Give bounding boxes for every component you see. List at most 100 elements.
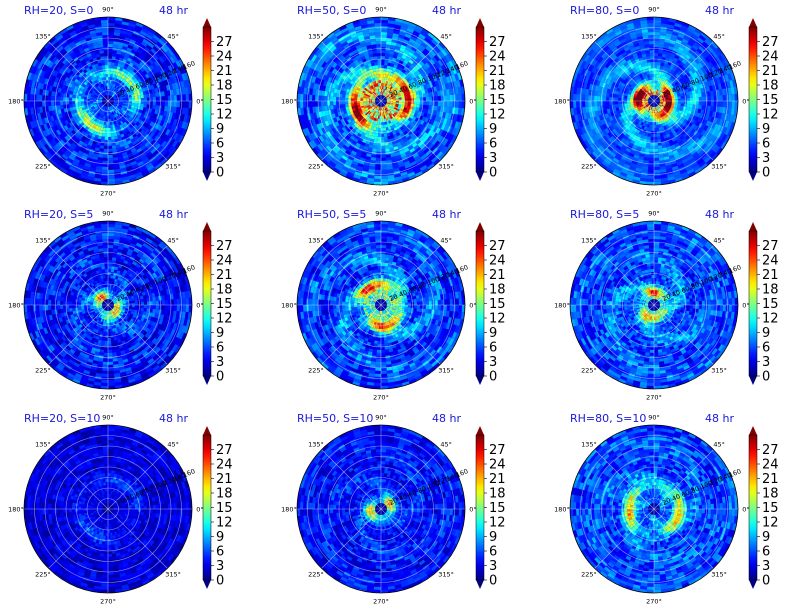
polar-cell	[106, 113, 108, 116]
polar-cell	[173, 132, 179, 140]
polar-cell	[140, 94, 144, 99]
polar-cell	[112, 74, 115, 78]
polar-cell	[662, 119, 666, 123]
polar-cell	[674, 87, 679, 91]
angle-tick-label: 135°	[308, 32, 324, 40]
polar-cell	[102, 102, 106, 104]
polar-cell	[61, 75, 67, 81]
polar-cell	[446, 95, 450, 101]
polar-cell	[643, 85, 647, 89]
polar-cell	[63, 151, 71, 158]
polar-cell	[659, 87, 662, 91]
polar-cell	[93, 103, 97, 105]
polar-cell	[102, 118, 105, 122]
polar-cell	[396, 108, 400, 112]
polar-cell	[60, 101, 64, 106]
polar-cell	[664, 83, 668, 88]
polar-cell	[73, 88, 77, 93]
polar-cell	[86, 40, 93, 45]
polar-cell	[113, 65, 118, 70]
polar-cell	[112, 44, 118, 48]
polar-cell	[386, 101, 390, 103]
polar-cell	[71, 84, 76, 89]
polar-cell	[24, 101, 28, 109]
polar-cell	[325, 81, 331, 87]
polar-cell	[388, 72, 392, 76]
polar-cell	[408, 137, 414, 143]
polar-cell	[150, 147, 157, 154]
polar-cell	[310, 62, 316, 70]
polar-cell	[645, 88, 648, 92]
polar-cell	[109, 106, 112, 110]
polar-cell	[360, 104, 364, 107]
polar-cell	[113, 120, 117, 125]
polar-cell	[381, 32, 387, 36]
polar-cell	[121, 173, 129, 178]
polar-cell	[361, 65, 366, 70]
polar-cell	[109, 115, 112, 119]
polar-cell	[366, 84, 370, 89]
polar-cell	[386, 102, 390, 104]
polar-cell	[159, 132, 166, 139]
polar-cell	[376, 102, 379, 105]
polar-cell	[29, 121, 35, 129]
colorbar-tick-label: 18	[216, 79, 233, 94]
polar-cell	[135, 121, 140, 127]
polar-cell	[656, 101, 660, 103]
polar-cell	[121, 119, 126, 124]
polar-cell	[398, 165, 406, 171]
polar-cell	[364, 159, 371, 163]
polar-cell	[152, 54, 159, 61]
polar-cell	[394, 78, 399, 83]
polar-cell	[412, 120, 418, 126]
polar-cell	[394, 93, 398, 96]
polar-cell	[384, 80, 387, 84]
polar-cell	[659, 103, 663, 105]
polar-cell	[313, 70, 319, 78]
polar-cell	[334, 132, 340, 138]
polar-cell	[113, 114, 116, 118]
polar-cell	[403, 160, 411, 166]
polar-cell	[415, 90, 420, 95]
polar-cell	[353, 86, 358, 90]
polar-cell	[108, 104, 109, 107]
polar-cell	[114, 114, 117, 118]
polar-cell	[348, 137, 354, 143]
polar-cell	[137, 112, 142, 117]
polar-cell	[88, 92, 92, 95]
polar-cell	[92, 117, 96, 121]
polar-cell	[434, 149, 441, 157]
polar-cell	[93, 124, 97, 129]
polar-cell	[94, 174, 102, 179]
polar-cell	[32, 74, 38, 82]
polar-cell	[110, 102, 113, 105]
polar-cell	[87, 21, 95, 26]
polar-cell	[108, 44, 113, 48]
polar-cell	[92, 81, 96, 85]
polar-cell	[109, 112, 111, 116]
polar-cell	[97, 138, 102, 143]
polar-cell	[648, 102, 652, 104]
polar-cell	[314, 48, 322, 57]
polar-cell	[631, 108, 635, 112]
polar-cell	[371, 74, 375, 79]
polar-cell	[397, 37, 404, 42]
polar-cell	[169, 138, 176, 146]
polar-cell	[144, 111, 149, 116]
polar-cell	[87, 93, 92, 97]
polar-cell	[668, 101, 672, 103]
polar-cell	[401, 174, 409, 180]
polar-cell	[653, 95, 654, 98]
polar-cell	[62, 116, 68, 122]
polar-cell	[174, 82, 179, 89]
polar-cell	[45, 66, 51, 74]
polar-cell	[60, 88, 65, 94]
polar-cell	[125, 120, 130, 124]
polar-cell	[376, 124, 379, 128]
polar-cell	[412, 43, 419, 50]
polar-cell	[366, 104, 370, 107]
polar-cell	[40, 138, 47, 146]
polar-cell	[387, 20, 396, 25]
polar-cell	[52, 154, 60, 161]
polar-cell	[398, 31, 406, 37]
